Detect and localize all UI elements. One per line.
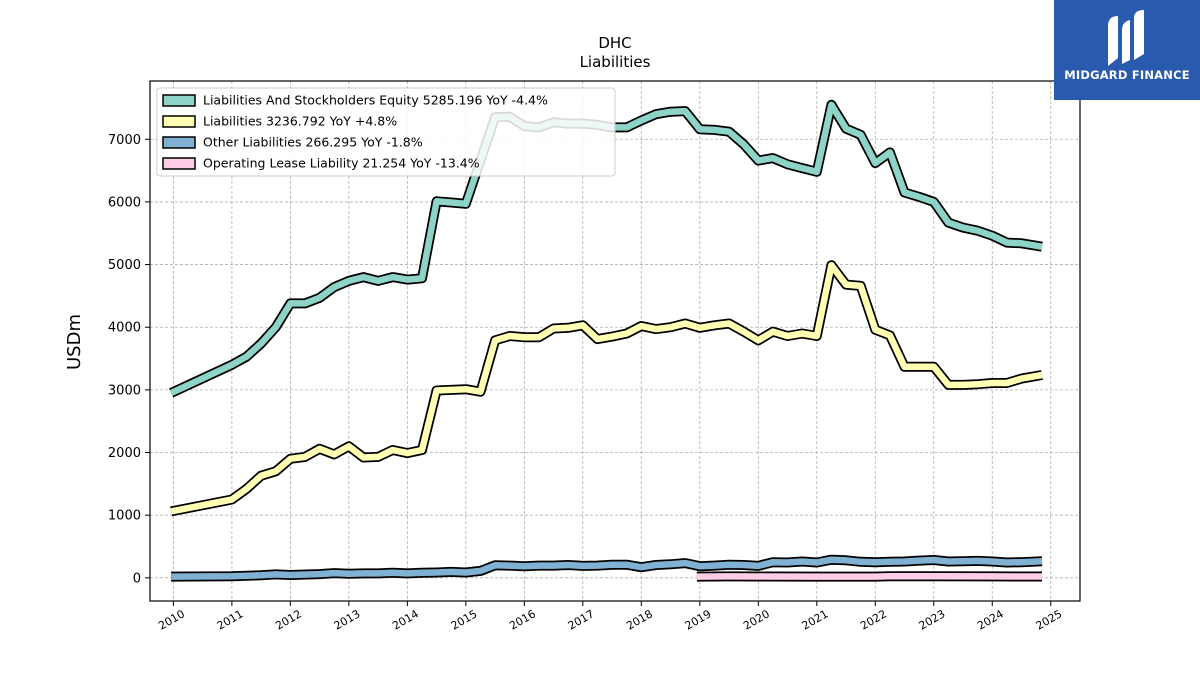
x-tick-label: 2011 [215,607,246,632]
y-tick-label: 3000 [108,383,141,398]
legend-entry: Liabilities And Stockholders Equity 5285… [203,93,548,108]
x-tick-label: 2017 [566,607,597,632]
series-layer [168,99,1043,582]
x-tick-label: 2025 [1034,607,1065,632]
brand-logo: MIDGARD FINANCE [1054,0,1200,100]
legend: Liabilities And Stockholders Equity 5285… [156,87,616,177]
y-tick-label: 2000 [108,446,141,461]
series-1 [170,260,1043,517]
x-tick-label: 2023 [917,607,948,632]
y-axis-label: USDm [64,314,85,370]
x-tick-label: 2019 [683,607,714,632]
y-tick-label: 5000 [108,258,141,273]
legend-swatch [162,157,196,170]
series-line [170,261,1043,515]
y-tick-label: 4000 [108,321,141,336]
x-tick-label: 2022 [858,607,889,632]
plot-frame [149,80,1081,602]
legend-entry: Liabilities 3236.792 YoY +4.8% [203,114,397,129]
y-tick-label: 0 [133,571,141,586]
x-tick-label: 2012 [273,607,304,632]
legend-swatch [162,115,196,128]
legend-entry: Operating Lease Liability 21.254 YoY -13… [203,156,480,171]
y-tick-label: 6000 [108,195,141,210]
x-tick-label: 2021 [800,607,831,632]
series-2 [171,554,1043,582]
y-tick-label: 7000 [108,133,141,148]
x-tick-label: 2020 [741,607,772,632]
legend-entry: Other Liabilities 266.295 YoY -1.8% [203,135,423,150]
midgard-logo-icon [1108,10,1144,66]
chart-subtitle: Liabilities [580,53,651,71]
legend-swatch [162,136,196,149]
x-tick-label: 2010 [156,607,187,632]
x-tick-label: 2024 [975,607,1006,632]
y-tick-label: 1000 [108,509,141,524]
x-tick-label: 2016 [507,607,538,632]
series-line [171,556,1043,580]
x-tick-label: 2018 [624,607,655,632]
brand-name: MIDGARD FINANCE [1064,68,1190,82]
x-tick-label: 2015 [449,607,480,632]
legend-swatch [162,94,196,107]
legend-box [156,87,616,177]
series-line [169,101,1043,396]
x-tick-label: 2014 [390,607,421,632]
x-tick-label: 2013 [332,607,363,632]
series-0 [168,99,1043,398]
chart-title: DHC [598,34,631,52]
